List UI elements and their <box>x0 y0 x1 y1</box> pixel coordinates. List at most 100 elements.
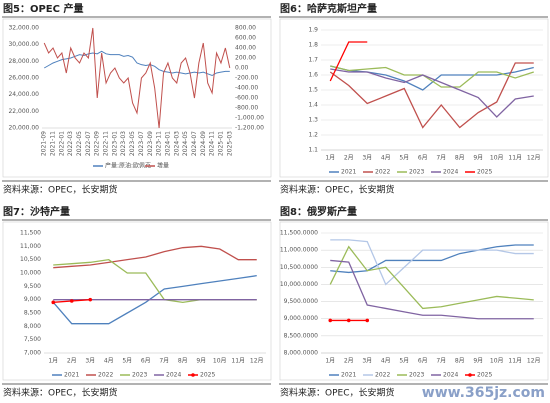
panel-title: 图8：俄罗斯产量 <box>280 205 357 218</box>
series-line <box>330 65 534 88</box>
legend-label: 2024 <box>443 372 458 379</box>
y2-tick-label: 0.00 <box>235 65 249 72</box>
x-tick-label: 2024-07 <box>191 131 198 156</box>
series-line <box>330 259 534 320</box>
x-tick-label: 2022-07 <box>85 131 92 156</box>
legend-label: 2025 <box>200 372 215 379</box>
y-tick-label: 8,500 <box>24 310 41 317</box>
legend-marker <box>468 373 472 377</box>
series-line <box>53 245 257 269</box>
panel-title: 图6：哈萨克斯坦产量 <box>280 2 377 15</box>
x-tick-label: 2024-11 <box>209 131 216 156</box>
source-note: 资料来源：OPEC，长安期货 <box>280 184 394 196</box>
y-tick-label: 9,500.0000 <box>284 298 319 305</box>
y-tick-label: 32,000.00 <box>8 25 39 32</box>
x-tick-label: 2024-01 <box>164 131 171 156</box>
x-tick-label: 7月 <box>436 155 446 162</box>
y2-tick-label: -600.00 <box>235 95 258 102</box>
legend-label: 2025 <box>477 169 492 176</box>
legend-label: 2022 <box>375 169 390 176</box>
x-tick-label: 2月 <box>344 358 354 365</box>
series-line <box>43 50 230 77</box>
x-tick-label: 2025-01 <box>217 131 224 156</box>
chart-frame <box>2 18 272 178</box>
y-tick-label: 7,500 <box>24 336 41 343</box>
point <box>51 300 56 305</box>
x-tick-label: 5月 <box>122 358 132 365</box>
x-tick-label: 9月 <box>473 358 483 365</box>
x-tick-label: 7月 <box>436 358 446 365</box>
legend-label: 2023 <box>409 169 424 176</box>
x-tick-label: 2022-01 <box>58 131 65 156</box>
y-tick-label: 1.7 <box>308 57 318 64</box>
x-tick-label: 2023-01 <box>111 131 118 156</box>
chart-frame <box>2 221 272 381</box>
y-tick-label: 1.1 <box>308 147 318 154</box>
y-tick-label: 11,500.0000 <box>280 230 318 237</box>
series-line <box>329 62 534 129</box>
x-tick-label: 3月 <box>85 358 95 365</box>
series-line <box>329 41 368 82</box>
x-tick-label: 1月 <box>325 155 335 162</box>
y-tick-label: 20,000.00 <box>8 125 39 132</box>
y2-tick-label: -1,000.00 <box>235 115 264 122</box>
y-tick-label: 28,000.00 <box>8 58 39 65</box>
y-tick-label: 9,000 <box>24 296 41 303</box>
x-tick-label: 11月 <box>508 155 522 162</box>
y-tick-label: 10,000.0000 <box>280 281 318 288</box>
x-tick-label: 2023-03 <box>120 131 127 156</box>
y-tick-label: 11,000.0000 <box>280 247 318 254</box>
y-tick-label: 10,000 <box>20 270 41 277</box>
x-tick-label: 11月 <box>508 358 522 365</box>
x-tick-label: 10月 <box>490 358 504 365</box>
x-tick-label: 2024-05 <box>182 131 189 156</box>
x-tick-label: 8月 <box>455 155 465 162</box>
x-tick-label: 2022-03 <box>67 131 74 156</box>
x-tick-label: 2023-09 <box>147 131 154 156</box>
series-line <box>43 27 231 129</box>
series-line <box>330 239 534 286</box>
legend-label: 产量:原油:欧佩克 <box>105 162 151 170</box>
x-tick-label: 2024-03 <box>173 131 180 156</box>
x-tick-label: 9月 <box>196 358 206 365</box>
y-tick-label: 1.9 <box>308 27 318 34</box>
y-tick-label: 1.8 <box>308 42 318 49</box>
point <box>346 318 351 323</box>
y-tick-label: 1.3 <box>308 117 318 124</box>
x-tick-label: 12月 <box>527 155 541 162</box>
x-tick-label: 2022-05 <box>76 131 83 156</box>
y-tick-label: 1.5 <box>308 87 318 94</box>
x-tick-label: 4月 <box>104 358 114 365</box>
x-tick-label: 2022-09 <box>94 131 101 156</box>
x-tick-label: 2021-09 <box>41 131 48 156</box>
legend-label: 2021 <box>341 372 356 379</box>
watermark: www.365jz.com <box>422 385 545 401</box>
y2-tick-label: 200.00 <box>235 55 256 62</box>
y2-tick-label: -1,200.00 <box>235 125 264 132</box>
y-tick-label: 24,000.00 <box>8 91 39 98</box>
point <box>328 318 333 323</box>
y-tick-label: 7,000 <box>24 350 41 357</box>
x-tick-label: 5月 <box>399 358 409 365</box>
x-tick-label: 12月 <box>527 358 541 365</box>
series-line <box>52 275 257 325</box>
y2-tick-label: 600.00 <box>235 35 256 42</box>
chart-frame <box>279 18 549 178</box>
x-tick-label: 12月 <box>250 358 264 365</box>
x-tick-label: 6月 <box>418 155 428 162</box>
y-tick-label: 1.2 <box>308 132 318 139</box>
x-tick-label: 2024-09 <box>200 131 207 156</box>
series-line <box>330 68 534 118</box>
point <box>88 297 93 302</box>
series-line <box>329 245 534 310</box>
x-tick-label: 10月 <box>490 155 504 162</box>
y2-tick-label: 800.00 <box>235 25 256 32</box>
y-tick-label: 10,500.0000 <box>280 264 318 271</box>
x-tick-label: 2021-11 <box>50 131 57 156</box>
source-note: 资料来源：OPEC，长安期货 <box>3 184 117 196</box>
legend-label: 2021 <box>64 372 79 379</box>
y-tick-label: 9,000.0000 <box>284 315 319 322</box>
y2-tick-label: -800.00 <box>235 105 258 112</box>
x-tick-label: 4月 <box>381 358 391 365</box>
